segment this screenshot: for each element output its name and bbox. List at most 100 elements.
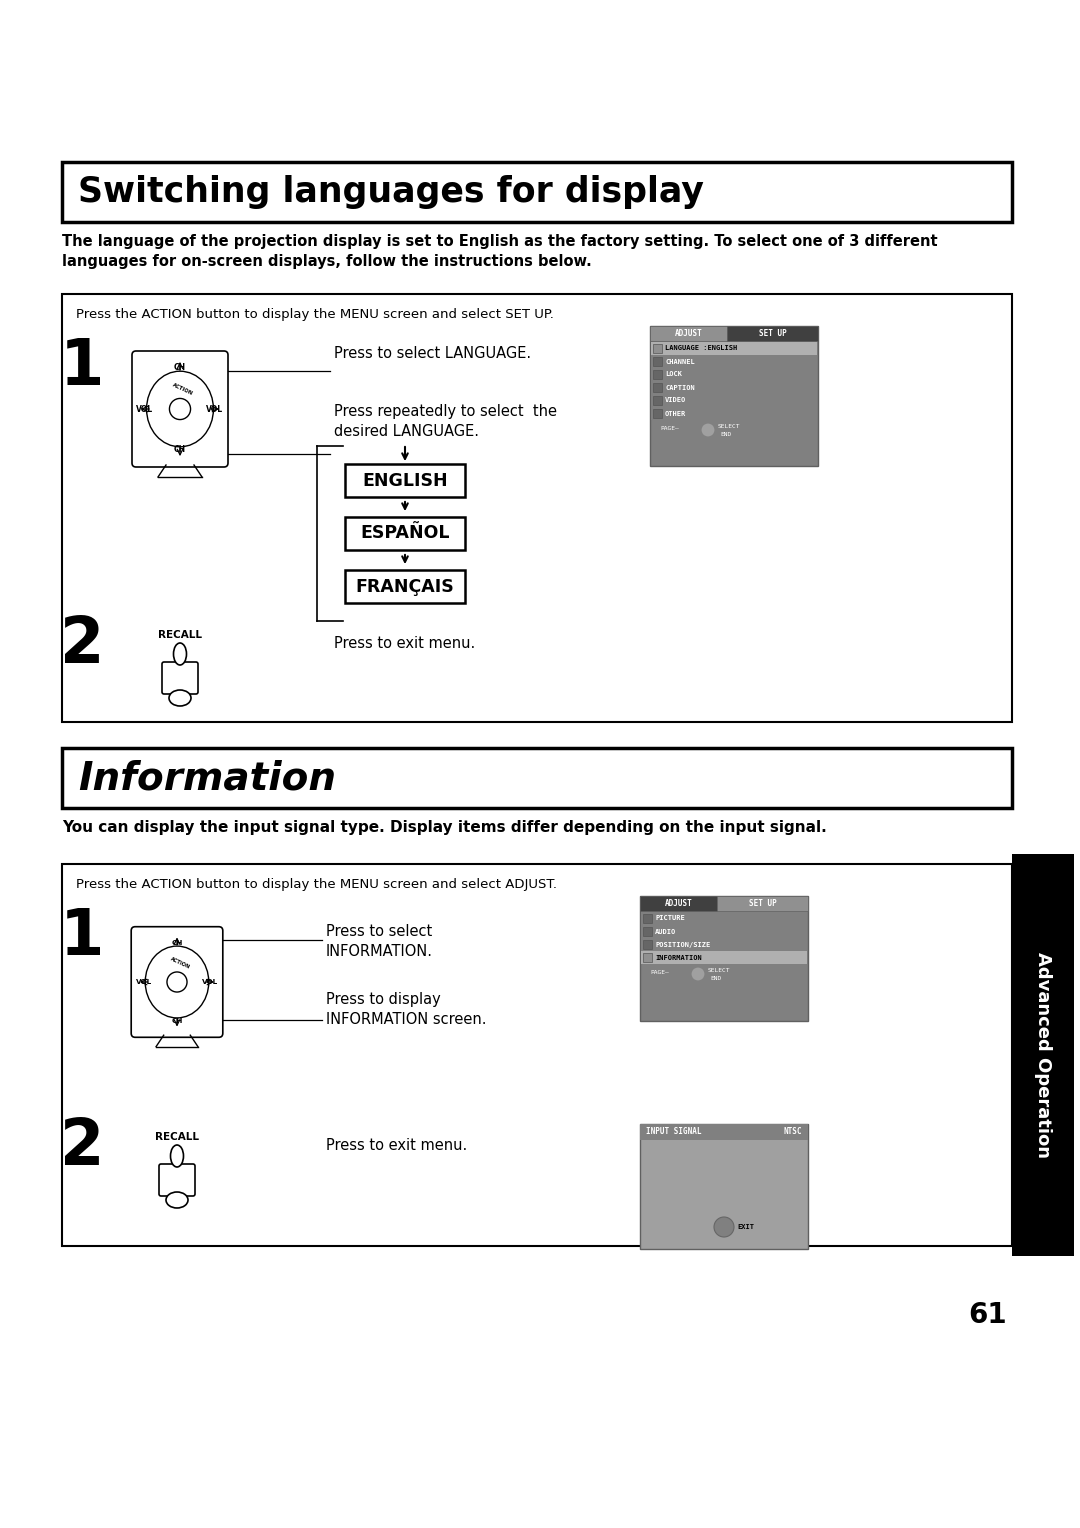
Text: VOL: VOL: [136, 405, 153, 414]
Ellipse shape: [171, 1144, 184, 1167]
Ellipse shape: [168, 691, 191, 706]
Text: Press repeatedly to select  the
desired LANGUAGE.: Press repeatedly to select the desired L…: [334, 403, 557, 440]
FancyBboxPatch shape: [132, 351, 228, 468]
Ellipse shape: [174, 643, 187, 665]
Text: CH: CH: [174, 446, 186, 454]
Text: SET UP: SET UP: [748, 898, 777, 908]
Text: VIDEO: VIDEO: [665, 397, 686, 403]
Bar: [640, 1125, 808, 1248]
Text: PAGE—: PAGE—: [650, 969, 669, 975]
Text: VOL: VOL: [202, 979, 218, 986]
Text: The language of the projection display is set to English as the factory setting.: The language of the projection display i…: [62, 234, 937, 269]
Text: Press the ACTION button to display the MENU screen and select ADJUST.: Press the ACTION button to display the M…: [76, 879, 557, 891]
Bar: [642, 938, 807, 950]
Bar: [643, 940, 652, 949]
Bar: [717, 895, 808, 911]
Text: Press to exit menu.: Press to exit menu.: [334, 636, 475, 651]
Bar: [650, 325, 818, 466]
Ellipse shape: [147, 371, 214, 446]
Circle shape: [167, 972, 187, 992]
Text: RECALL: RECALL: [158, 630, 202, 640]
Text: CH: CH: [174, 364, 186, 373]
Circle shape: [714, 1216, 734, 1238]
Text: PAGE—: PAGE—: [660, 425, 678, 431]
Text: You can display the input signal type. Display items differ depending on the inp: You can display the input signal type. D…: [62, 821, 827, 834]
Bar: [640, 895, 808, 1021]
Bar: [62, 863, 1012, 1245]
Bar: [642, 950, 807, 964]
Text: Press to exit menu.: Press to exit menu.: [326, 1138, 468, 1154]
Text: INPUT SIGNAL: INPUT SIGNAL: [646, 1128, 702, 1137]
Text: END: END: [720, 431, 731, 437]
Bar: [653, 410, 662, 419]
Text: POSITION/SIZE: POSITION/SIZE: [654, 941, 711, 947]
Text: CAPTION: CAPTION: [665, 385, 694, 391]
Text: SELECT: SELECT: [718, 425, 741, 429]
Text: AUDIO: AUDIO: [654, 929, 676, 935]
Text: 2: 2: [59, 1115, 104, 1178]
Text: CHANNEL: CHANNEL: [665, 359, 694, 365]
Bar: [651, 394, 816, 406]
Text: ESPAÑOL: ESPAÑOL: [361, 524, 449, 542]
Text: SET UP: SET UP: [759, 329, 786, 338]
FancyBboxPatch shape: [159, 1164, 195, 1196]
Text: FRANÇAIS: FRANÇAIS: [355, 578, 455, 596]
Text: END: END: [710, 975, 721, 981]
Text: SELECT: SELECT: [708, 969, 730, 973]
Text: Press to select
INFORMATION.: Press to select INFORMATION.: [326, 924, 433, 960]
Text: OTHER: OTHER: [665, 411, 686, 417]
Bar: [642, 912, 807, 924]
Bar: [653, 396, 662, 405]
Bar: [345, 516, 465, 550]
Bar: [643, 953, 652, 963]
Text: ACTION: ACTION: [170, 957, 190, 970]
Text: Press to display
INFORMATION screen.: Press to display INFORMATION screen.: [326, 992, 486, 1027]
Bar: [345, 465, 465, 497]
Bar: [345, 570, 465, 604]
Circle shape: [701, 423, 715, 437]
Bar: [651, 380, 816, 394]
Bar: [62, 749, 1012, 808]
Text: Advanced Operation: Advanced Operation: [1034, 952, 1052, 1158]
Text: ADJUST: ADJUST: [675, 329, 702, 338]
Text: 1: 1: [59, 906, 104, 969]
Text: CH: CH: [172, 1018, 183, 1024]
Bar: [62, 162, 1012, 222]
Bar: [651, 406, 816, 420]
Bar: [642, 924, 807, 938]
Bar: [653, 344, 662, 353]
Bar: [653, 358, 662, 367]
Bar: [653, 370, 662, 379]
Text: LOCK: LOCK: [665, 371, 681, 377]
Text: Press the ACTION button to display the MENU screen and select SET UP.: Press the ACTION button to display the M…: [76, 309, 554, 321]
Text: ADJUST: ADJUST: [665, 898, 692, 908]
Text: CH: CH: [172, 940, 183, 946]
Bar: [643, 914, 652, 923]
Bar: [727, 325, 818, 341]
Text: 2: 2: [59, 614, 104, 675]
Bar: [651, 354, 816, 368]
Text: INFORMATION: INFORMATION: [654, 955, 702, 961]
Text: VOL: VOL: [206, 405, 224, 414]
Circle shape: [170, 399, 190, 420]
Bar: [643, 927, 652, 937]
Bar: [650, 325, 727, 341]
Bar: [651, 342, 816, 354]
Text: PICTURE: PICTURE: [654, 915, 685, 921]
Ellipse shape: [166, 1192, 188, 1209]
Ellipse shape: [145, 946, 208, 1018]
FancyBboxPatch shape: [131, 926, 222, 1038]
Text: 1: 1: [59, 336, 104, 397]
Bar: [651, 368, 816, 380]
Bar: [640, 1125, 808, 1140]
Text: RECALL: RECALL: [156, 1132, 199, 1141]
Text: Information: Information: [78, 759, 336, 798]
Text: EXIT: EXIT: [737, 1224, 754, 1230]
Text: VOL: VOL: [136, 979, 152, 986]
Bar: [1012, 854, 1074, 1256]
Bar: [653, 384, 662, 393]
Text: Switching languages for display: Switching languages for display: [78, 176, 704, 209]
Text: Press to select LANGUAGE.: Press to select LANGUAGE.: [334, 345, 531, 361]
Text: NTSC: NTSC: [783, 1128, 802, 1137]
Circle shape: [691, 967, 705, 981]
